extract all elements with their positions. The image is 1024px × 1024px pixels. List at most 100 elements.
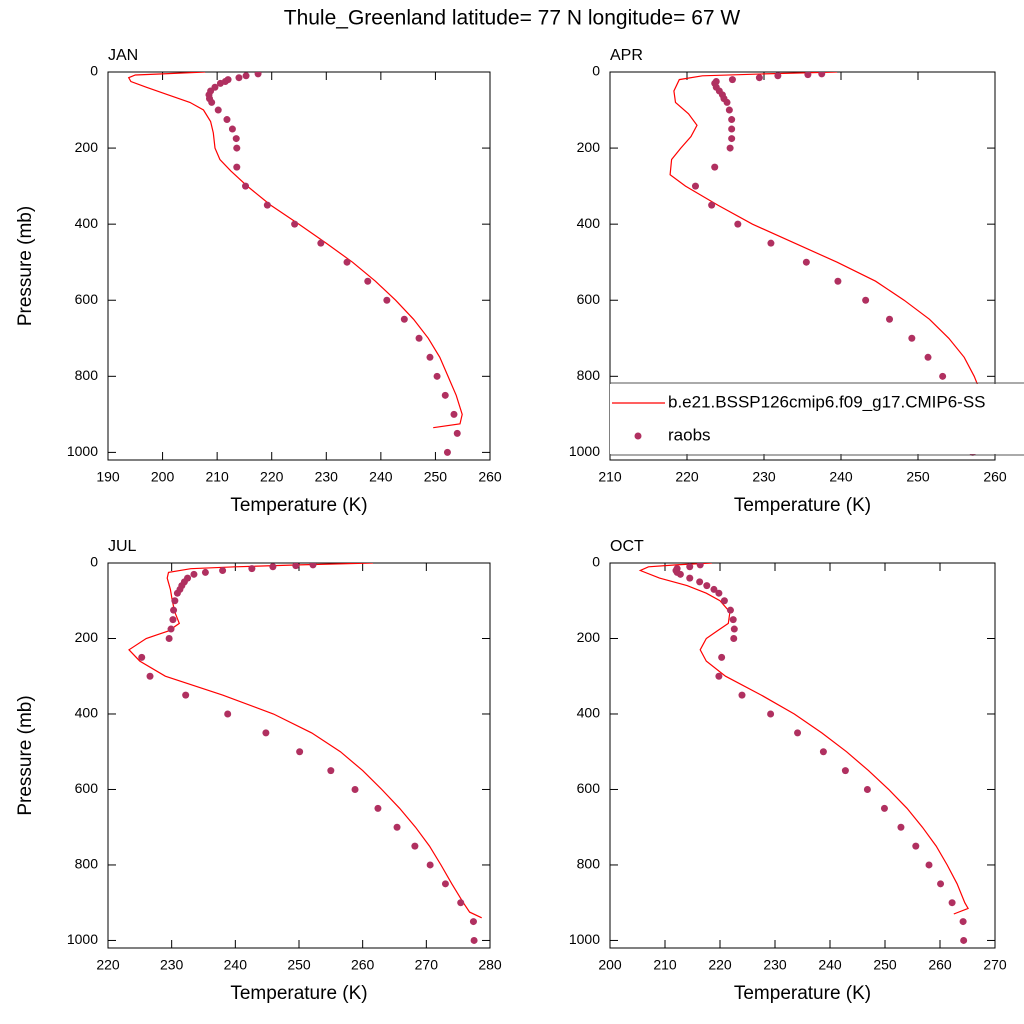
y-tick-label: 200: [75, 139, 99, 155]
y-tick-label: 1000: [569, 931, 600, 947]
raobs-point: [819, 748, 827, 756]
x-tick-label: 260: [478, 469, 502, 485]
raobs-point: [228, 125, 236, 133]
raobs-point: [734, 220, 742, 228]
y-tick-label: 0: [592, 63, 600, 79]
raobs-point: [886, 315, 894, 323]
y-tick-label: 1000: [67, 931, 98, 947]
y-tick-label: 800: [75, 367, 99, 383]
panel-title: JAN: [108, 47, 138, 64]
y-tick-label: 800: [75, 856, 99, 872]
y-tick-label: 0: [90, 63, 98, 79]
data-layer: [638, 563, 969, 944]
data-layer: [127, 72, 463, 456]
x-tick-label: 220: [708, 957, 732, 973]
raobs-point: [937, 880, 945, 888]
raobs-point: [715, 589, 723, 597]
plot-frame: [609, 71, 996, 461]
raobs-point: [470, 936, 478, 944]
x-tick-label: 250: [906, 469, 930, 485]
raobs-point: [242, 72, 250, 80]
raobs-point: [726, 144, 734, 152]
y-tick-label: 400: [577, 215, 601, 231]
x-axis-label: Temperature (K): [230, 495, 367, 516]
raobs-point: [696, 563, 704, 569]
raobs-point: [729, 616, 737, 624]
y-tick-label: 600: [577, 780, 601, 796]
raobs-point: [233, 163, 241, 171]
x-tick-label: 250: [424, 469, 448, 485]
profile-line: [127, 72, 463, 429]
raobs-point: [224, 710, 232, 718]
raobs-point: [728, 125, 736, 133]
x-tick-label: 250: [287, 957, 311, 973]
raobs-point: [708, 201, 716, 209]
y-tick-label: 800: [577, 856, 601, 872]
raobs-point: [834, 277, 842, 285]
raobs-point: [441, 391, 449, 399]
x-tick-label: 210: [205, 469, 229, 485]
legend-label: b.e21.BSSP126cmip6.f09_g17.CMIP6-SS: [668, 392, 986, 411]
x-tick-label: 230: [160, 957, 184, 973]
raobs-point: [393, 823, 401, 831]
x-tick-label: 260: [928, 957, 952, 973]
x-tick-label: 240: [224, 957, 248, 973]
raobs-point: [804, 72, 812, 79]
x-tick-label: 240: [818, 957, 842, 973]
profile-line: [128, 563, 482, 919]
x-tick-label: 240: [829, 469, 853, 485]
raobs-point: [730, 634, 738, 642]
y-tick-label: 400: [75, 705, 99, 721]
raobs-point: [170, 606, 178, 614]
legend-bg: [610, 384, 1024, 454]
y-tick-label: 200: [577, 139, 601, 155]
raobs-point: [794, 729, 802, 737]
x-tick-label: 220: [260, 469, 284, 485]
profile-line: [669, 72, 988, 431]
raobs-point: [146, 672, 154, 680]
raobs-point: [755, 74, 763, 82]
raobs-point: [939, 372, 947, 380]
x-tick-label: 200: [598, 957, 622, 973]
raobs-point: [720, 597, 728, 605]
raobs-point: [897, 823, 905, 831]
raobs-point: [469, 918, 477, 926]
raobs-point: [167, 625, 175, 633]
raobs-point: [676, 570, 684, 578]
x-tick-label: 240: [369, 469, 393, 485]
page-title: Thule_Greenland latitude= 77 N longitude…: [284, 7, 741, 30]
y-tick-label: 200: [75, 629, 99, 645]
y-tick-label: 600: [577, 291, 601, 307]
raobs-point: [710, 585, 718, 593]
raobs-point: [415, 334, 423, 342]
y-tick-label: 800: [577, 367, 601, 383]
raobs-point: [802, 258, 810, 266]
raobs-point: [862, 296, 870, 304]
raobs-point: [254, 72, 262, 78]
x-tick-label: 250: [873, 957, 897, 973]
y-tick-label: 0: [592, 554, 600, 570]
raobs-point: [426, 861, 434, 869]
raobs-point: [235, 74, 243, 82]
y-tick-label: 400: [577, 705, 601, 721]
raobs-point: [726, 606, 734, 614]
x-tick-label: 260: [351, 957, 375, 973]
raobs-point: [738, 691, 746, 699]
y-tick-label: 200: [577, 629, 601, 645]
raobs-point: [908, 334, 916, 342]
raobs-point: [924, 353, 932, 361]
raobs-point: [686, 574, 694, 582]
panel-title: JUL: [108, 538, 137, 555]
raobs-point: [728, 76, 736, 84]
raobs-point: [291, 220, 299, 228]
raobs-point: [219, 567, 227, 575]
x-tick-label: 220: [96, 957, 120, 973]
raobs-point: [433, 372, 441, 380]
raobs-point: [201, 568, 209, 576]
raobs-point: [691, 182, 699, 190]
raobs-point: [818, 72, 826, 78]
plot-frame: [107, 562, 491, 949]
x-tick-label: 210: [653, 957, 677, 973]
raobs-point: [443, 448, 451, 456]
